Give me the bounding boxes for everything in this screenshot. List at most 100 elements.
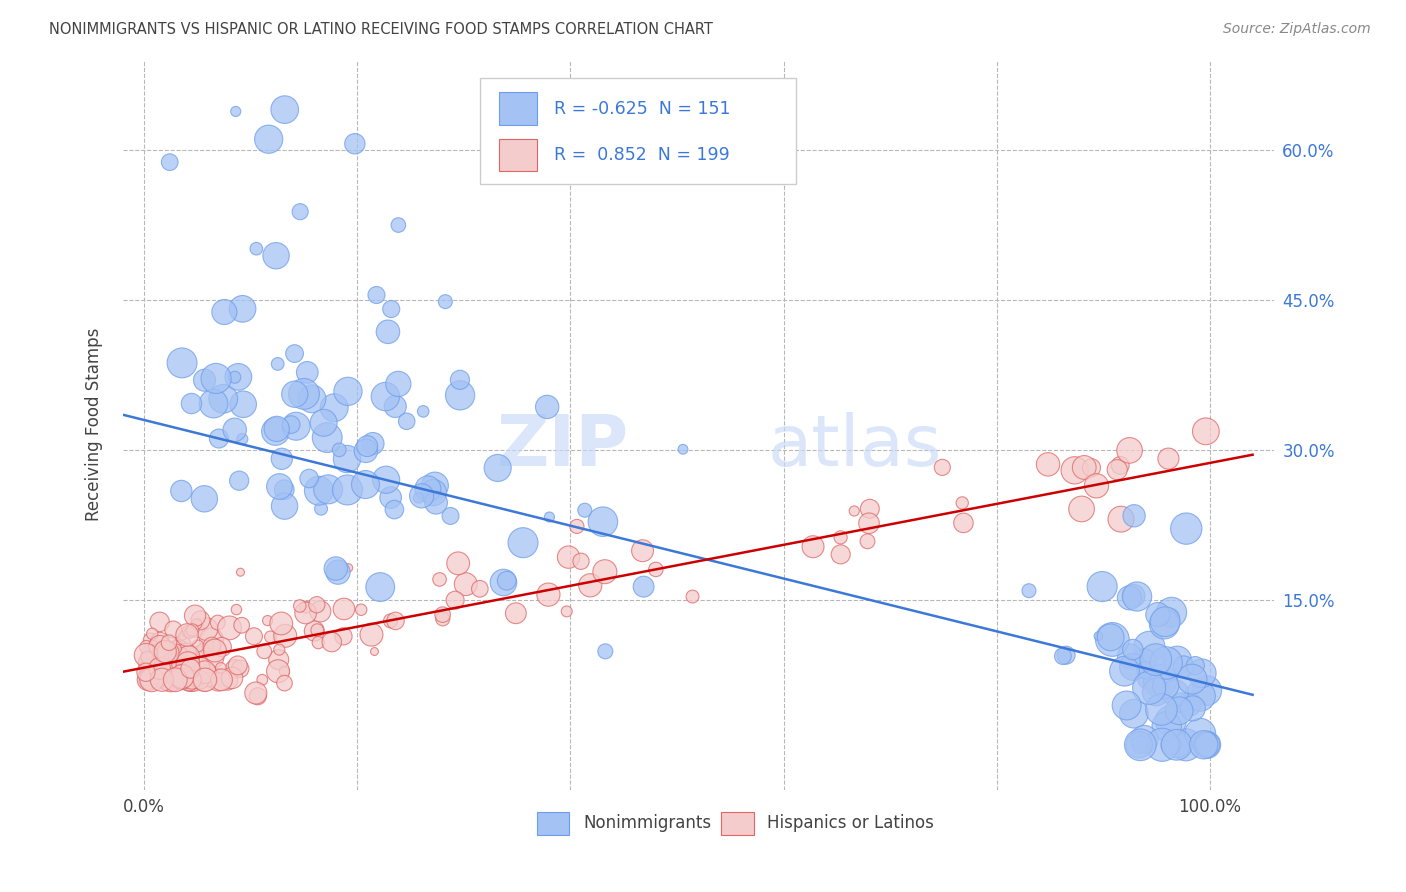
Point xyxy=(801,540,824,554)
Point xyxy=(150,644,173,658)
Point xyxy=(135,648,157,663)
Point xyxy=(193,491,215,506)
Point xyxy=(297,365,319,379)
Point xyxy=(232,397,254,411)
Point xyxy=(1154,615,1177,629)
Point xyxy=(173,665,195,679)
Point xyxy=(259,630,281,644)
Point xyxy=(288,599,311,613)
Point xyxy=(191,643,214,657)
Point xyxy=(136,673,159,687)
Point xyxy=(224,662,246,676)
Point xyxy=(142,638,165,652)
Point xyxy=(844,504,866,518)
Point xyxy=(301,392,323,406)
Point xyxy=(859,501,882,516)
Point xyxy=(1164,686,1187,700)
Y-axis label: Receiving Food Stamps: Receiving Food Stamps xyxy=(86,328,103,522)
Point xyxy=(1197,738,1219,752)
Point xyxy=(135,665,157,680)
Point xyxy=(1087,629,1109,643)
Point xyxy=(384,614,406,628)
Point xyxy=(1036,458,1059,472)
Point xyxy=(165,673,187,687)
Point xyxy=(574,503,596,517)
Point xyxy=(193,373,215,387)
Point xyxy=(177,657,200,671)
Point xyxy=(187,643,209,657)
Point xyxy=(1118,591,1140,605)
Point xyxy=(167,668,190,682)
Point xyxy=(312,416,335,430)
Point xyxy=(211,673,233,687)
Point xyxy=(1080,460,1102,475)
Point xyxy=(228,474,250,488)
Point xyxy=(555,604,578,618)
Point xyxy=(170,669,193,683)
Point xyxy=(156,673,179,687)
Point xyxy=(1189,727,1212,741)
Point xyxy=(321,635,343,649)
Point xyxy=(579,578,602,592)
Point xyxy=(1126,590,1149,604)
Point xyxy=(214,673,236,687)
Point xyxy=(336,452,359,467)
Point xyxy=(172,672,194,686)
Point xyxy=(138,673,160,687)
Point xyxy=(229,662,252,676)
Point xyxy=(138,660,160,674)
Point xyxy=(135,667,157,681)
Point xyxy=(1122,660,1144,674)
Point xyxy=(145,642,167,657)
Point xyxy=(538,510,561,524)
Point xyxy=(380,491,402,505)
Point xyxy=(1189,689,1212,703)
Point xyxy=(1118,443,1140,458)
Point xyxy=(309,604,332,618)
Point xyxy=(1195,425,1218,439)
Point xyxy=(180,673,202,687)
Point xyxy=(166,641,188,656)
Point xyxy=(537,588,560,602)
Point xyxy=(162,651,184,665)
Point xyxy=(323,401,346,415)
FancyBboxPatch shape xyxy=(499,139,537,171)
Point xyxy=(1153,617,1175,632)
Point xyxy=(159,155,181,169)
Point xyxy=(170,660,193,674)
Point xyxy=(270,451,292,466)
Point xyxy=(150,673,173,687)
Point xyxy=(328,442,350,457)
Point xyxy=(160,670,183,684)
Point xyxy=(162,661,184,675)
Point xyxy=(229,565,252,579)
Point xyxy=(1197,738,1219,752)
Point xyxy=(363,644,385,658)
Point xyxy=(395,414,418,428)
Point xyxy=(269,642,291,657)
Text: Nonimmigrants: Nonimmigrants xyxy=(583,814,711,832)
Point xyxy=(157,636,180,650)
Text: atlas: atlas xyxy=(768,412,942,481)
Point xyxy=(273,676,295,690)
Point xyxy=(221,671,243,685)
Point xyxy=(375,473,398,487)
Point xyxy=(336,483,359,497)
Point xyxy=(387,376,409,391)
Point xyxy=(592,515,614,529)
Point xyxy=(1129,738,1152,752)
Point xyxy=(181,623,204,637)
Point xyxy=(148,662,170,676)
Point xyxy=(194,665,217,680)
FancyBboxPatch shape xyxy=(537,812,569,835)
Point xyxy=(305,598,328,612)
Point xyxy=(284,387,307,401)
Point xyxy=(146,673,169,687)
Point xyxy=(187,639,209,653)
Point xyxy=(1085,479,1108,493)
Point xyxy=(931,460,953,475)
Point xyxy=(292,387,315,401)
Point xyxy=(267,357,290,371)
Point xyxy=(135,657,157,671)
Point xyxy=(569,554,592,568)
